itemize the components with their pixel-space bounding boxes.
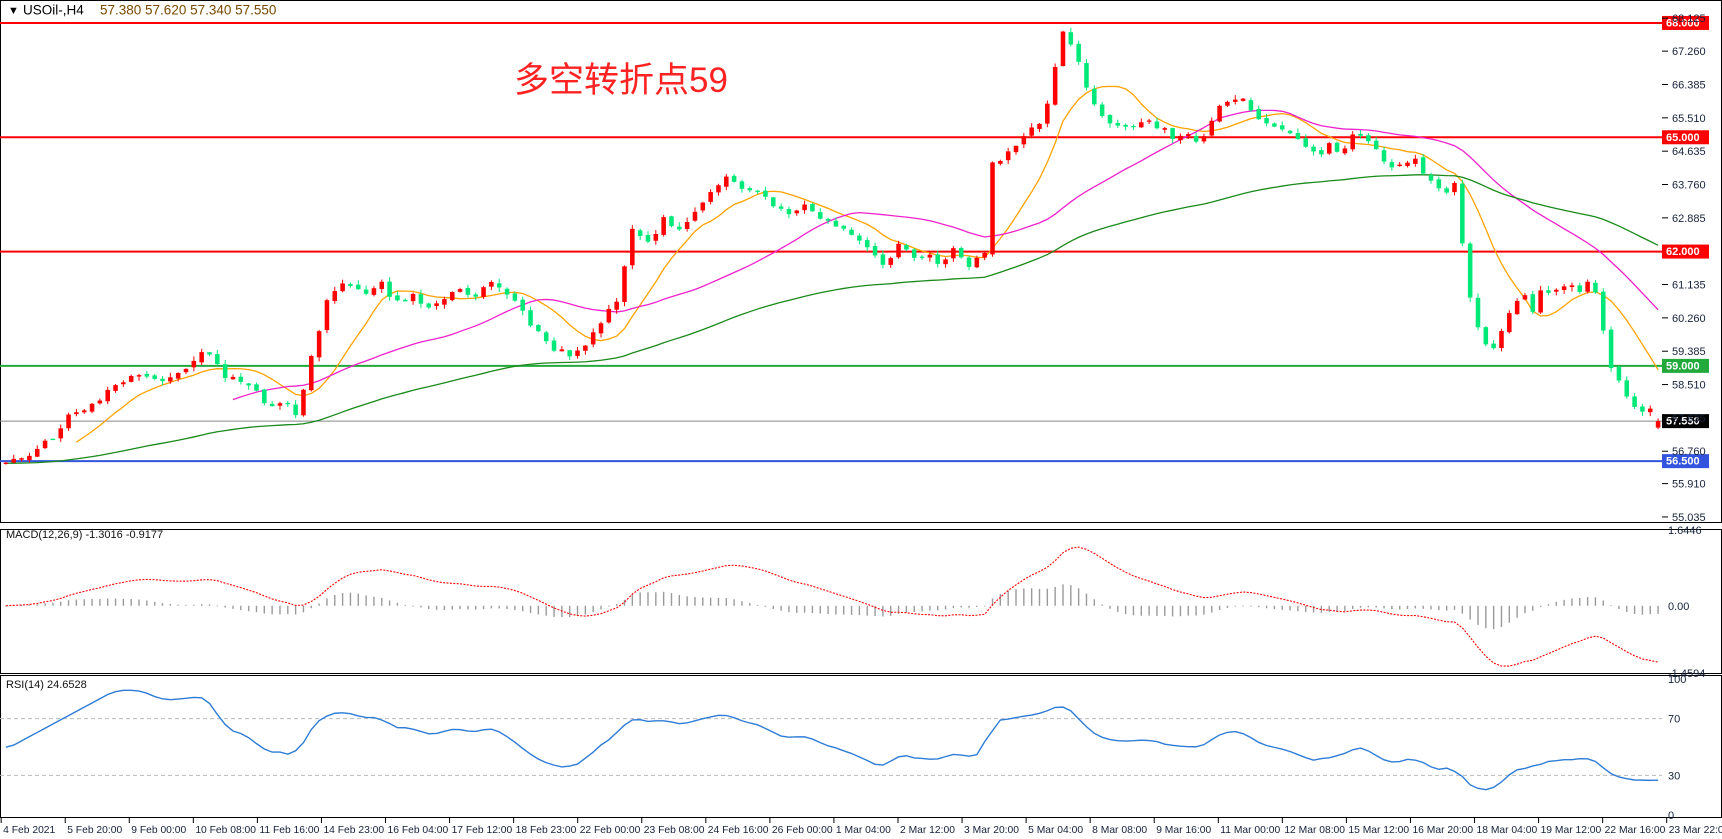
svg-text:16 Feb 04:00: 16 Feb 04:00 xyxy=(388,825,449,836)
svg-text:23 Mar 22:00: 23 Mar 22:00 xyxy=(1669,825,1722,836)
svg-text:5 Mar 04:00: 5 Mar 04:00 xyxy=(1028,825,1083,836)
svg-text:22 Mar 16:00: 22 Mar 16:00 xyxy=(1605,825,1666,836)
svg-text:11 Feb 16:00: 11 Feb 16:00 xyxy=(259,825,319,836)
svg-text:18 Mar 04:00: 18 Mar 04:00 xyxy=(1477,825,1538,836)
svg-text:5 Feb 20:00: 5 Feb 20:00 xyxy=(67,825,122,836)
svg-text:19 Mar 12:00: 19 Mar 12:00 xyxy=(1541,825,1602,836)
svg-text:24 Feb 16:00: 24 Feb 16:00 xyxy=(708,825,769,836)
svg-text:59.000: 59.000 xyxy=(1666,360,1700,372)
svg-text:16 Mar 20:00: 16 Mar 20:00 xyxy=(1412,825,1473,836)
svg-text:USOil-,H4: USOil-,H4 xyxy=(23,3,84,18)
svg-text:61.135: 61.135 xyxy=(1672,280,1706,292)
svg-text:55.035: 55.035 xyxy=(1672,512,1706,524)
svg-text:MACD(12,26,9) -1.3016 -0.9177: MACD(12,26,9) -1.3016 -0.9177 xyxy=(6,529,163,541)
svg-text:26 Feb 00:00: 26 Feb 00:00 xyxy=(772,825,833,836)
svg-text:0: 0 xyxy=(1668,810,1674,822)
svg-text:9 Feb 00:00: 9 Feb 00:00 xyxy=(131,825,186,836)
svg-text:62.885: 62.885 xyxy=(1672,213,1706,225)
svg-text:57.380 57.620 57.340 57.550: 57.380 57.620 57.340 57.550 xyxy=(100,3,276,18)
svg-text:30: 30 xyxy=(1668,770,1680,782)
svg-text:14 Feb 23:00: 14 Feb 23:00 xyxy=(323,825,384,836)
svg-text:23 Feb 08:00: 23 Feb 08:00 xyxy=(644,825,705,836)
svg-text:68.125: 68.125 xyxy=(1672,13,1706,25)
svg-text:18 Feb 23:00: 18 Feb 23:00 xyxy=(516,825,577,836)
svg-text:56.760: 56.760 xyxy=(1672,446,1706,458)
svg-text:2 Mar 12:00: 2 Mar 12:00 xyxy=(900,825,955,836)
svg-text:1 Mar 04:00: 1 Mar 04:00 xyxy=(836,825,891,836)
svg-text:多空转折点59: 多空转折点59 xyxy=(514,61,728,100)
svg-text:60.260: 60.260 xyxy=(1672,313,1706,325)
svg-text:10 Feb 08:00: 10 Feb 08:00 xyxy=(195,825,256,836)
svg-text:100: 100 xyxy=(1668,674,1686,686)
svg-text:22 Feb 00:00: 22 Feb 00:00 xyxy=(580,825,641,836)
svg-text:65.510: 65.510 xyxy=(1672,113,1706,125)
svg-text:11 Mar 00:00: 11 Mar 00:00 xyxy=(1220,825,1280,836)
svg-text:59.385: 59.385 xyxy=(1672,346,1706,358)
svg-text:67.260: 67.260 xyxy=(1672,46,1706,58)
svg-text:3 Mar 20:00: 3 Mar 20:00 xyxy=(964,825,1019,836)
svg-text:64.635: 64.635 xyxy=(1672,146,1706,158)
svg-text:RSI(14) 24.6528: RSI(14) 24.6528 xyxy=(6,679,87,691)
svg-text:70: 70 xyxy=(1668,714,1680,726)
svg-text:9 Mar 16:00: 9 Mar 16:00 xyxy=(1156,825,1211,836)
svg-text:63.760: 63.760 xyxy=(1672,180,1706,192)
svg-text:58.510: 58.510 xyxy=(1672,380,1706,392)
svg-text:0.00: 0.00 xyxy=(1668,601,1689,613)
svg-text:▼: ▼ xyxy=(8,5,19,17)
svg-text:62.000: 62.000 xyxy=(1666,246,1700,258)
svg-text:12 Mar 08:00: 12 Mar 08:00 xyxy=(1284,825,1345,836)
svg-text:17 Feb 12:00: 17 Feb 12:00 xyxy=(452,825,513,836)
svg-text:55.910: 55.910 xyxy=(1672,479,1706,491)
svg-text:66.385: 66.385 xyxy=(1672,79,1706,91)
svg-text:15 Mar 12:00: 15 Mar 12:00 xyxy=(1348,825,1409,836)
svg-text:1.6446: 1.6446 xyxy=(1668,525,1702,537)
svg-text:4 Feb 2021: 4 Feb 2021 xyxy=(3,825,55,836)
svg-text:8 Mar 08:00: 8 Mar 08:00 xyxy=(1092,825,1147,836)
svg-text:57.635: 57.635 xyxy=(1672,413,1706,425)
svg-text:65.000: 65.000 xyxy=(1666,132,1700,144)
